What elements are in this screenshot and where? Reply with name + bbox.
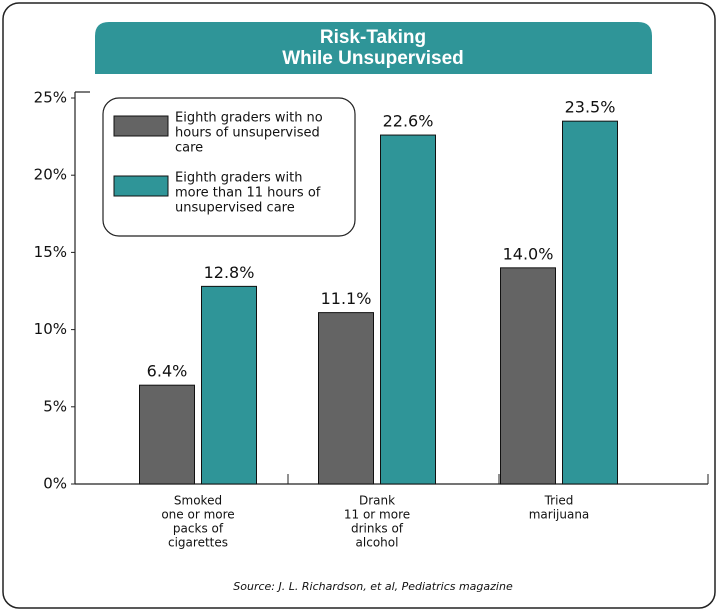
y-tick-label: 25% bbox=[34, 89, 67, 107]
x-tick-label: 11 or more bbox=[344, 508, 410, 522]
x-tick-label: Smoked bbox=[174, 494, 222, 508]
y-tick-label: 15% bbox=[34, 243, 67, 261]
x-tick-label: cigarettes bbox=[168, 536, 228, 550]
y-tick-label: 0% bbox=[43, 475, 67, 493]
bar bbox=[318, 312, 374, 485]
value-label: 23.5% bbox=[565, 98, 616, 117]
bar bbox=[380, 134, 436, 485]
legend-label: unsupervised care bbox=[175, 201, 295, 216]
x-tick-label: alcohol bbox=[356, 536, 399, 550]
y-tick-label: 10% bbox=[34, 320, 67, 338]
x-tick-label: one or more bbox=[161, 508, 234, 522]
value-label: 14.0% bbox=[503, 244, 554, 263]
bar bbox=[500, 267, 556, 485]
x-tick-label: Tried bbox=[544, 494, 574, 508]
bar bbox=[139, 384, 195, 485]
legend-swatch bbox=[113, 115, 169, 137]
legend-label: Eighth graders with bbox=[175, 171, 302, 186]
y-tick-label: 20% bbox=[34, 166, 67, 184]
title-banner bbox=[95, 22, 652, 74]
chart-title: Risk-Taking bbox=[320, 27, 426, 48]
value-label: 11.1% bbox=[321, 289, 372, 308]
source: Source: J. L. Richardson, et al, Pediatr… bbox=[233, 580, 513, 593]
x-tick-label: drinks of bbox=[351, 522, 404, 536]
bar bbox=[562, 120, 618, 485]
value-label: 6.4% bbox=[147, 362, 188, 381]
bar bbox=[201, 285, 257, 485]
value-label: 22.6% bbox=[383, 112, 434, 131]
legend-label: Eighth graders with no bbox=[175, 111, 323, 126]
x-tick-label: packs of bbox=[173, 522, 224, 536]
legend-label: hours of unsupervised bbox=[175, 126, 320, 141]
x-tick-label: Drank bbox=[359, 494, 395, 508]
chart-title: While Unsupervised bbox=[282, 48, 464, 69]
legend-swatch bbox=[113, 175, 169, 197]
legend-label: more than 11 hours of bbox=[175, 186, 321, 201]
value-label: 12.8% bbox=[204, 263, 255, 282]
x-tick-label: marijuana bbox=[529, 508, 590, 522]
y-tick-label: 5% bbox=[43, 397, 67, 415]
legend-label: care bbox=[175, 141, 203, 156]
